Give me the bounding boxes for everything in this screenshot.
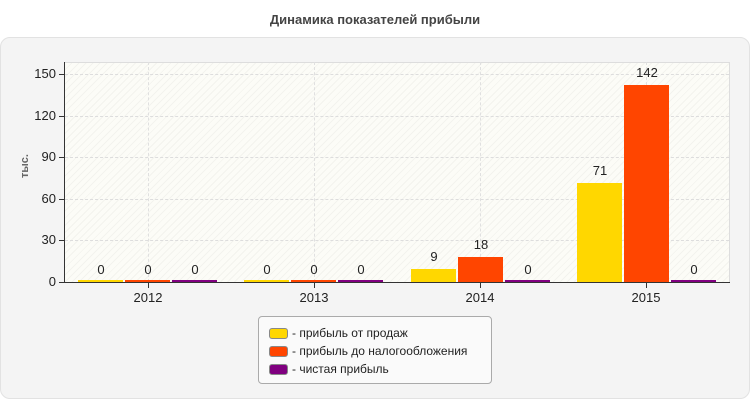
- x-tick-label: 2012: [133, 290, 163, 305]
- grid-line: [65, 240, 729, 241]
- bar-net-profit-2015[interactable]: [671, 280, 716, 282]
- x-tick: [148, 283, 149, 288]
- x-tick: [314, 283, 315, 288]
- bar-pretax-profit-2012[interactable]: [125, 280, 170, 282]
- value-label: 142: [636, 65, 658, 80]
- grid-line: [65, 199, 729, 200]
- value-label: 9: [430, 249, 438, 264]
- value-label: 0: [144, 262, 152, 277]
- legend: - прибыль от продаж - прибыль до налогоо…: [258, 316, 492, 384]
- value-label: 0: [524, 262, 532, 277]
- bar-sales-profit-2012[interactable]: [78, 280, 123, 282]
- bar-net-profit-2012[interactable]: [172, 280, 217, 282]
- bar-net-profit-2013[interactable]: [338, 280, 383, 282]
- vgrid-line: [148, 62, 149, 282]
- vgrid-line: [314, 62, 315, 282]
- bar-net-profit-2014[interactable]: [505, 280, 550, 282]
- y-tick-label: 60: [41, 191, 56, 206]
- value-label: 0: [310, 262, 318, 277]
- chart-title: Динамика показателей прибыли: [269, 12, 481, 27]
- legend-item-sales-profit[interactable]: - прибыль от продаж: [269, 325, 408, 341]
- bar-sales-profit-2015[interactable]: [577, 183, 622, 282]
- legend-label: - чистая прибыль: [292, 362, 389, 376]
- value-label: 0: [357, 262, 365, 277]
- legend-label: - прибыль от продаж: [292, 326, 408, 340]
- x-tick-label: 2014: [465, 290, 495, 305]
- y-tick-label: 120: [34, 108, 56, 123]
- y-tick: [59, 282, 64, 283]
- x-tick-label: 2015: [631, 290, 661, 305]
- y-tick-label: 90: [41, 149, 56, 164]
- legend-swatch-icon: [269, 327, 288, 339]
- vgrid-line: [480, 62, 481, 282]
- value-label: 0: [690, 262, 698, 277]
- y-axis-title: тыс.: [19, 154, 31, 178]
- value-label: 18: [473, 237, 489, 252]
- bar-pretax-profit-2014[interactable]: [458, 257, 503, 282]
- y-tick-label: 150: [34, 66, 56, 81]
- y-tick-label: 0: [48, 274, 56, 289]
- legend-swatch-icon: [269, 363, 288, 375]
- legend-label: - прибыль до налогообложения: [292, 344, 468, 358]
- legend-item-pretax-profit[interactable]: - прибыль до налогообложения: [269, 343, 467, 359]
- value-label: 71: [592, 163, 608, 178]
- y-tick: [59, 74, 64, 75]
- y-tick: [59, 199, 64, 200]
- grid-line: [65, 116, 729, 117]
- x-tick: [646, 283, 647, 288]
- bar-pretax-profit-2013[interactable]: [291, 280, 336, 282]
- x-tick-label: 2013: [299, 290, 329, 305]
- y-tick: [59, 116, 64, 117]
- bar-sales-profit-2014[interactable]: [411, 269, 456, 282]
- grid-line: [65, 157, 729, 158]
- y-axis: [64, 62, 65, 282]
- value-label: 0: [97, 262, 105, 277]
- y-tick-label: 30: [41, 232, 56, 247]
- y-tick: [59, 240, 64, 241]
- grid-line: [65, 74, 729, 75]
- legend-item-net-profit[interactable]: - чистая прибыль: [269, 361, 389, 377]
- bar-pretax-profit-2015[interactable]: [624, 85, 669, 282]
- x-axis: [64, 282, 730, 283]
- x-tick: [480, 283, 481, 288]
- bar-sales-profit-2013[interactable]: [244, 280, 289, 282]
- value-label: 0: [263, 262, 271, 277]
- y-tick: [59, 157, 64, 158]
- value-label: 0: [191, 262, 199, 277]
- legend-swatch-icon: [269, 345, 288, 357]
